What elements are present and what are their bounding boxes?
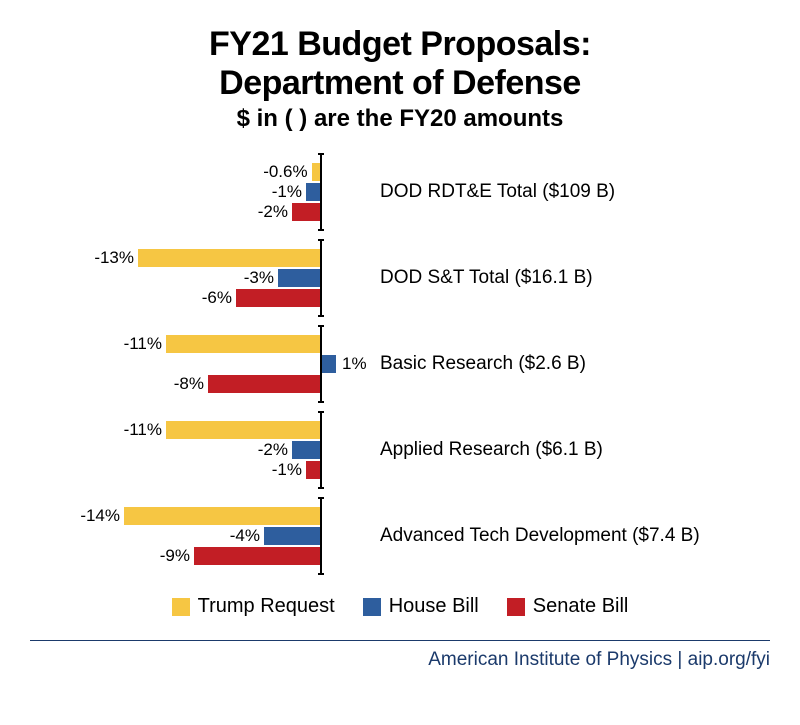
chart-subtitle: $ in ( ) are the FY20 amounts — [30, 105, 770, 133]
bar-value-label: -8% — [174, 374, 204, 394]
axis-zero — [320, 411, 322, 489]
bar-value-label: -11% — [124, 420, 162, 440]
axis-tick — [318, 573, 324, 575]
axis-tick — [318, 325, 324, 327]
axis-tick — [318, 239, 324, 241]
axis-zero — [320, 153, 322, 231]
axis-tick — [318, 315, 324, 317]
bar — [166, 421, 320, 439]
axis-zero — [320, 497, 322, 575]
bar-value-label: -9% — [160, 546, 190, 566]
legend-swatch — [363, 598, 381, 616]
category-label: DOD S&T Total ($16.1 B) — [380, 267, 593, 289]
legend-item: House Bill — [363, 595, 479, 618]
category-label: Basic Research ($2.6 B) — [380, 353, 586, 375]
bar-value-label: -2% — [258, 440, 288, 460]
chart-title-line1: FY21 Budget Proposals: — [30, 25, 770, 64]
footer-divider — [30, 640, 770, 641]
legend-label: House Bill — [389, 595, 479, 618]
legend-item: Senate Bill — [507, 595, 629, 618]
legend-swatch — [507, 598, 525, 616]
bar-value-label: -1% — [272, 182, 302, 202]
bar — [236, 289, 320, 307]
bar-value-label: -0.6% — [263, 162, 307, 182]
chart-group: -11% -2%-1% Applied Research ($6.1 B) — [40, 411, 760, 489]
bar-value-label: -14% — [80, 506, 120, 526]
legend-item: Trump Request — [172, 595, 335, 618]
chart-legend: Trump Request House Bill Senate Bill — [30, 595, 770, 622]
chart-title-block: FY21 Budget Proposals: Department of Def… — [30, 25, 770, 133]
axis-zero — [320, 239, 322, 317]
bar — [138, 249, 320, 267]
bar-value-label: -13% — [94, 248, 134, 268]
bar — [124, 507, 320, 525]
category-label: Advanced Tech Development ($7.4 B) — [380, 525, 700, 547]
bar — [322, 355, 336, 373]
legend-swatch — [172, 598, 190, 616]
axis-tick — [318, 229, 324, 231]
bar — [292, 203, 320, 221]
bar-value-label: 1% — [342, 354, 367, 374]
axis-tick — [318, 487, 324, 489]
axis-tick — [318, 153, 324, 155]
bar — [208, 375, 320, 393]
bar — [306, 183, 320, 201]
chart-title-line2: Department of Defense — [30, 64, 770, 103]
bar-value-label: -1% — [272, 460, 302, 480]
category-label: DOD RDT&E Total ($109 B) — [380, 181, 615, 203]
chart-group: -11% 1% -8% Basic Research ($2.6 B) — [40, 325, 760, 403]
bar — [312, 163, 320, 181]
axis-tick — [318, 401, 324, 403]
bar-value-label: -3% — [244, 268, 274, 288]
bar — [306, 461, 320, 479]
bar-value-label: -11% — [124, 334, 162, 354]
footer-credit: American Institute of Physics | aip.org/… — [30, 649, 770, 671]
chart-group: -13% -3% -6% DOD S&T Total ($16.1 B) — [40, 239, 760, 317]
bar — [166, 335, 320, 353]
chart-group: -0.6%-1%-2% DOD RDT&E Total ($109 B) — [40, 153, 760, 231]
legend-label: Senate Bill — [533, 595, 629, 618]
bar-value-label: -2% — [258, 202, 288, 222]
bar — [264, 527, 320, 545]
bar — [278, 269, 320, 287]
axis-tick — [318, 411, 324, 413]
legend-label: Trump Request — [198, 595, 335, 618]
bar — [292, 441, 320, 459]
axis-tick — [318, 497, 324, 499]
bar-value-label: -4% — [230, 526, 260, 546]
bar-value-label: -6% — [202, 288, 232, 308]
category-label: Applied Research ($6.1 B) — [380, 439, 603, 461]
chart-group: -14% -4% -9% Advanced Tech Development ($7.… — [40, 497, 760, 575]
bar — [194, 547, 320, 565]
budget-bar-chart: -0.6%-1%-2%DOD RDT&E Total ($109 B)-13%-… — [40, 153, 760, 583]
